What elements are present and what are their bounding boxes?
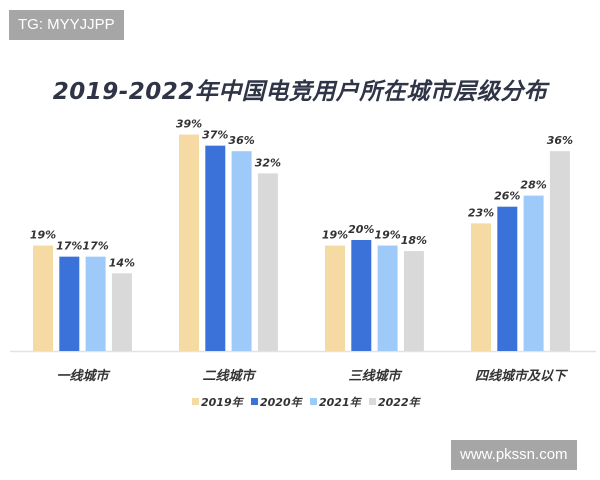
- bar-2020年-二线城市: [205, 145, 226, 351]
- data-label: 14%: [109, 256, 135, 269]
- legend-swatch: [192, 398, 199, 405]
- watermark-bottom-right: www.pkssn.com: [451, 440, 577, 470]
- data-label: 32%: [255, 156, 281, 169]
- data-label: 20%: [348, 223, 374, 236]
- bar-2019年-一线城市: [33, 245, 53, 351]
- bar-2022年-一线城市: [111, 273, 132, 351]
- bar-2021年-四线城市及以下: [523, 195, 544, 351]
- data-label: 28%: [520, 179, 546, 192]
- data-label: 39%: [176, 118, 202, 131]
- legend-label: 2022年: [378, 396, 422, 409]
- legend-swatch: [369, 398, 376, 405]
- legend-swatch: [251, 398, 258, 405]
- data-label: 19%: [322, 229, 348, 242]
- data-label: 23%: [468, 206, 494, 219]
- bar-2020年-一线城市: [59, 256, 80, 351]
- chart-title: 2019-2022年中国电竞用户所在城市层级分布: [52, 79, 548, 105]
- bar-2020年-三线城市: [351, 240, 372, 351]
- data-label: 19%: [30, 229, 56, 242]
- data-label: 17%: [56, 240, 82, 253]
- category-label: 二线城市: [202, 368, 256, 384]
- bar-2022年-三线城市: [403, 251, 424, 351]
- data-label: 36%: [228, 134, 254, 147]
- legend-swatch: [310, 398, 317, 405]
- category-label: 四线城市及以下: [475, 368, 569, 384]
- category-label: 三线城市: [348, 368, 402, 384]
- category-label: 一线城市: [56, 368, 110, 384]
- bar-2022年-二线城市: [257, 173, 278, 351]
- bar-2021年-二线城市: [231, 151, 252, 351]
- legend-label: 2021年: [319, 396, 363, 409]
- bar-2021年-三线城市: [377, 245, 398, 351]
- bar-2021年-一线城市: [85, 256, 106, 351]
- data-label: 26%: [494, 190, 520, 203]
- bar-2022年-四线城市及以下: [549, 151, 570, 351]
- legend-label: 2019年: [201, 396, 245, 409]
- bar-2019年-二线城市: [179, 134, 199, 351]
- bar-2019年-三线城市: [325, 245, 345, 351]
- data-label: 19%: [374, 229, 400, 242]
- bar-2020年-四线城市及以下: [497, 206, 518, 351]
- data-label: 18%: [401, 234, 427, 247]
- data-label: 36%: [547, 134, 573, 147]
- bar-2019年-四线城市及以下: [471, 223, 491, 351]
- watermark-top-left: TG: MYYJJPP: [9, 10, 124, 40]
- legend-label: 2020年: [260, 396, 304, 409]
- data-label: 17%: [82, 240, 108, 253]
- data-label: 37%: [202, 129, 228, 142]
